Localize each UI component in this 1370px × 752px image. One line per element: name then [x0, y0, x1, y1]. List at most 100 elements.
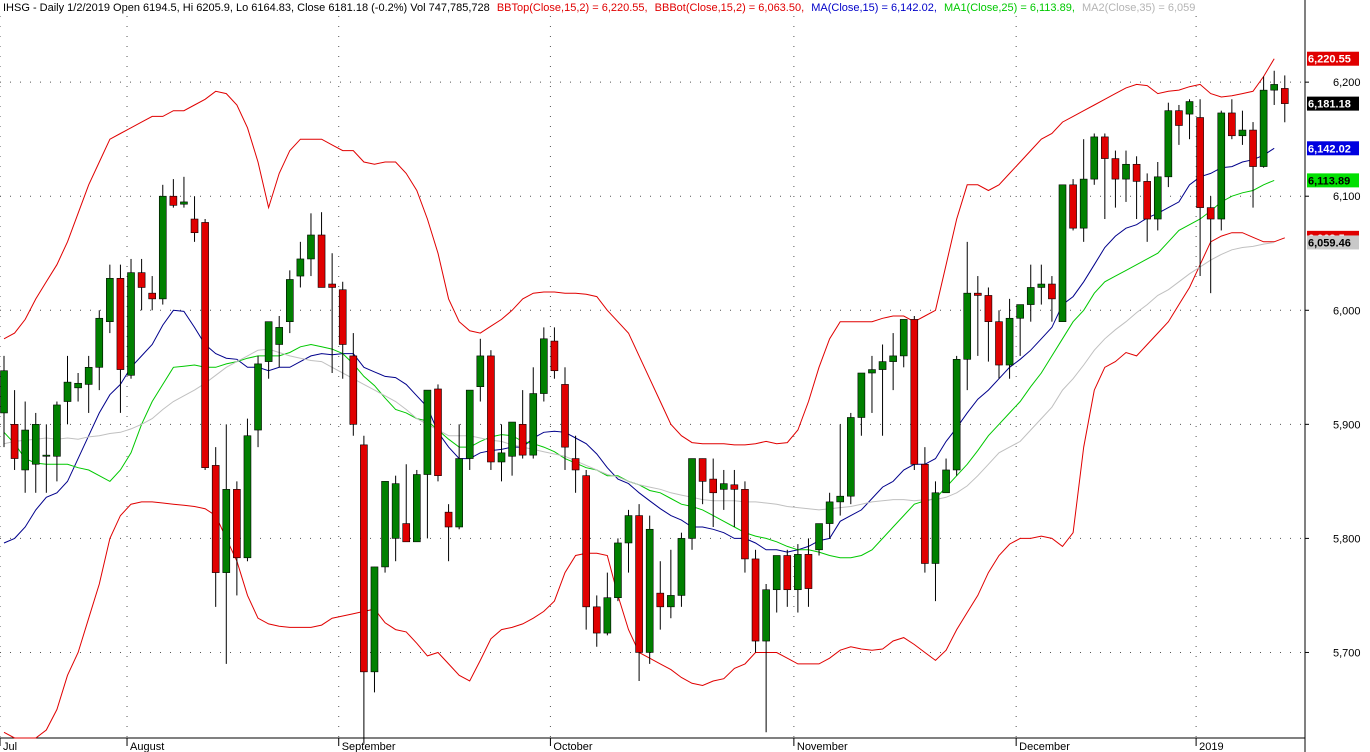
candle-down: [116, 278, 125, 370]
candle-down: [571, 458, 580, 471]
candle-up: [899, 319, 908, 357]
candle-up: [1238, 129, 1247, 137]
candle-down: [349, 355, 358, 425]
candle-up: [370, 566, 379, 673]
value-label-text: 6,181.18: [1308, 99, 1351, 111]
x-tick-label: August: [130, 741, 164, 752]
candle-up: [857, 372, 866, 418]
candle-down: [1048, 283, 1056, 300]
candle-down: [233, 489, 241, 559]
candle-down: [137, 272, 146, 288]
candle-up: [1164, 110, 1173, 178]
candle-down: [974, 292, 982, 296]
candle-up: [465, 389, 474, 459]
candle-up: [31, 424, 40, 465]
candle-up: [42, 454, 51, 457]
candle-down: [561, 384, 569, 448]
candle-down: [550, 340, 559, 372]
value-labels: 6,220.556,181.186,142.026,113.896,063.56…: [1307, 51, 1359, 250]
plot-area: [0, 0, 1306, 752]
candle-down: [10, 424, 19, 459]
candle-down: [1206, 207, 1215, 220]
candle-up: [53, 404, 61, 457]
ma2-35-line: [3, 242, 1275, 511]
x-tick-label: December: [1019, 741, 1070, 752]
candle-down: [487, 355, 495, 463]
candle-down: [1196, 117, 1204, 208]
candle-down: [360, 444, 368, 673]
candle-down: [1175, 110, 1183, 126]
candle-up: [21, 429, 29, 471]
candle-up: [719, 483, 728, 490]
candle-up: [63, 381, 72, 402]
candle-up: [1217, 112, 1226, 220]
candle-down: [201, 222, 209, 468]
candle-up: [264, 321, 273, 362]
header-bbbot: BBBot(Close,15,2) = 6,063.50,: [655, 2, 805, 14]
candle-down: [444, 511, 453, 528]
candle-up: [836, 495, 845, 503]
header-ma2: MA2(Close,35) = 6,059: [1082, 2, 1195, 14]
candle-up: [476, 355, 485, 387]
candle-down: [783, 555, 792, 591]
candle-up: [0, 370, 8, 414]
value-label-text: 6,220.55: [1308, 54, 1351, 66]
candle-down: [148, 292, 156, 300]
candle-up: [95, 317, 104, 368]
value-label-text: 6,059.46: [1308, 237, 1351, 249]
y-tick-label: 5,900: [1333, 419, 1361, 431]
candle-up: [1079, 178, 1088, 229]
candle-up: [1185, 101, 1194, 115]
candle-up: [222, 489, 231, 573]
candle-up: [127, 272, 135, 376]
candles: [0, 70, 1289, 744]
x-tick-label: October: [553, 741, 592, 752]
date-axis: Jul August September October November Decembe…: [0, 738, 1224, 752]
candle-up: [307, 234, 315, 260]
grid-lines: [0, 16, 1305, 738]
candle-down: [741, 489, 749, 560]
candle-up: [1005, 317, 1014, 366]
value-label-text: 6,113.89: [1308, 175, 1350, 187]
candle-down: [1111, 158, 1120, 180]
candle-up: [540, 338, 548, 394]
x-tick-label: September: [342, 741, 396, 752]
candle-up: [1026, 287, 1035, 305]
candle-up: [963, 292, 972, 360]
candle-up: [508, 421, 516, 457]
value-label-box: [1307, 173, 1359, 188]
candle-up: [942, 469, 950, 494]
candle-up: [1122, 163, 1130, 180]
candle-up: [1153, 176, 1162, 220]
candle-up: [84, 367, 93, 385]
header-bbtop: BBTop(Close,15,2) = 6,220.55,: [497, 2, 648, 14]
header-symbol-line: IHSG - Daily 1/2/2019 Open 6194.5, Hi 62…: [3, 2, 490, 14]
value-label-box: [1307, 96, 1359, 111]
candle-up: [1016, 304, 1024, 319]
candle-down: [1280, 88, 1289, 104]
candle-down: [709, 478, 717, 494]
price-axis: 6,200 6,100 6,000 5,900 5,800 5,700: [1305, 77, 1361, 659]
candle-up: [645, 528, 654, 653]
candle-up: [931, 492, 940, 564]
candle-down: [910, 319, 919, 465]
candle-down: [518, 424, 527, 456]
y-tick-label: 5,700: [1333, 647, 1361, 659]
candle-down: [592, 606, 601, 634]
candle-up: [1037, 283, 1046, 288]
y-tick-label: 6,000: [1333, 305, 1361, 317]
candle-up: [1259, 89, 1268, 167]
candle-up: [381, 481, 389, 568]
header-ma1: MA1(Close,25) = 6,113.89,: [944, 2, 1075, 14]
candle-up: [275, 327, 284, 345]
candle-up: [614, 542, 622, 599]
candle-up: [254, 363, 262, 431]
candle-up: [846, 417, 855, 497]
candle-down: [656, 592, 665, 608]
candle-up: [391, 483, 400, 539]
value-label-box: [1307, 141, 1359, 156]
candle-down: [921, 463, 929, 564]
x-tick-label: November: [797, 741, 848, 752]
candle-down: [1143, 181, 1151, 220]
